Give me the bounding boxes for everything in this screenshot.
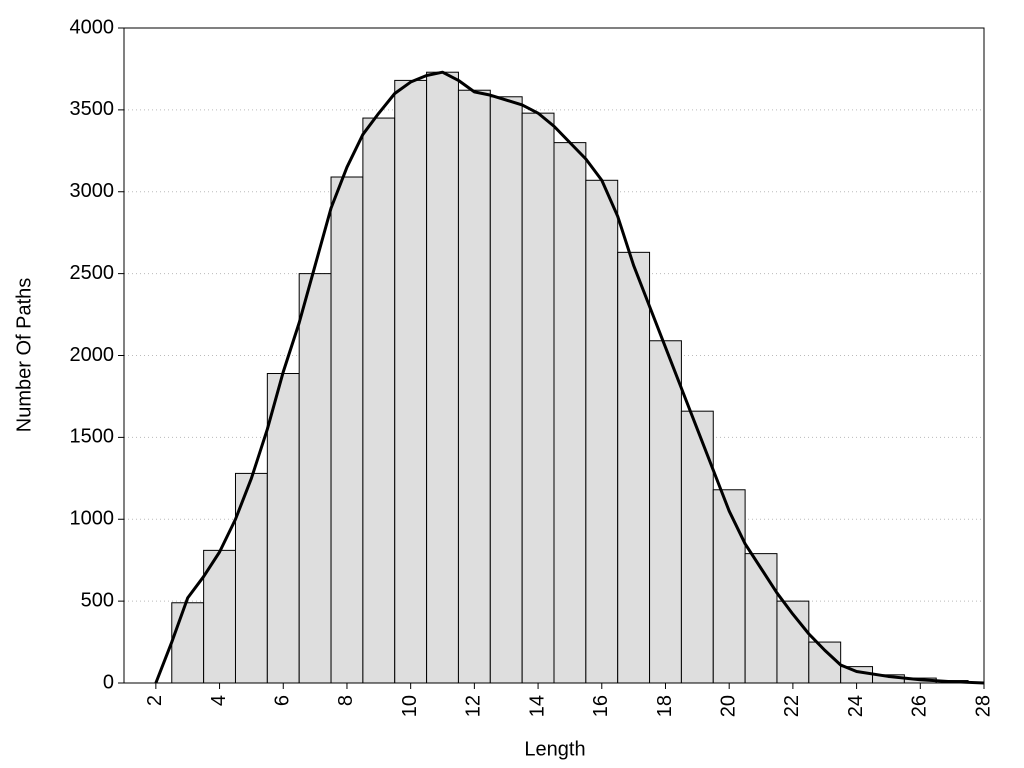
x-tick-label: 14 bbox=[526, 695, 548, 717]
y-tick-label: 1000 bbox=[70, 508, 115, 530]
y-tick-label: 500 bbox=[81, 589, 114, 611]
x-tick-label: 18 bbox=[654, 695, 676, 717]
bar bbox=[489, 96, 523, 684]
y-tick-label: 1500 bbox=[70, 426, 115, 448]
x-tick-label: 26 bbox=[909, 695, 931, 717]
bar bbox=[457, 89, 491, 684]
bar bbox=[203, 549, 236, 684]
bar bbox=[426, 71, 459, 684]
x-tick-label: 22 bbox=[781, 695, 803, 717]
bar bbox=[649, 340, 682, 684]
bar bbox=[330, 176, 364, 684]
x-tick-label: 16 bbox=[590, 695, 612, 717]
density-curve bbox=[154, 70, 985, 685]
bar bbox=[744, 553, 778, 684]
bar bbox=[553, 142, 587, 684]
bar bbox=[585, 179, 619, 684]
x-tick-label: 24 bbox=[845, 695, 867, 717]
plot-frame bbox=[123, 27, 985, 684]
x-tick-label: 4 bbox=[208, 695, 230, 706]
bar bbox=[840, 666, 874, 684]
bar bbox=[617, 251, 651, 684]
bar bbox=[394, 79, 428, 684]
x-tick-label: 10 bbox=[399, 695, 421, 717]
bar bbox=[266, 373, 300, 684]
x-tick-label: 8 bbox=[335, 695, 357, 706]
bar bbox=[362, 117, 396, 684]
y-tick-label: 2500 bbox=[70, 262, 115, 284]
y-tick-label: 4000 bbox=[70, 16, 115, 38]
y-tick-label: 2000 bbox=[70, 344, 115, 366]
bar bbox=[521, 112, 555, 684]
x-tick-label: 28 bbox=[972, 695, 994, 717]
y-tick-label: 3000 bbox=[70, 180, 115, 202]
y-tick-label: 0 bbox=[103, 671, 114, 693]
bar bbox=[712, 489, 746, 684]
x-tick-label: 2 bbox=[144, 695, 166, 706]
bar bbox=[298, 273, 332, 684]
y-tick-label: 3500 bbox=[70, 98, 115, 120]
y-axis-title: Number Of Paths bbox=[13, 278, 35, 433]
x-tick-label: 12 bbox=[463, 695, 485, 717]
bar bbox=[171, 602, 205, 684]
x-axis-title: Length bbox=[524, 738, 585, 760]
x-tick-label: 20 bbox=[717, 695, 739, 717]
bar bbox=[680, 410, 714, 684]
x-tick-label: 6 bbox=[272, 695, 294, 706]
